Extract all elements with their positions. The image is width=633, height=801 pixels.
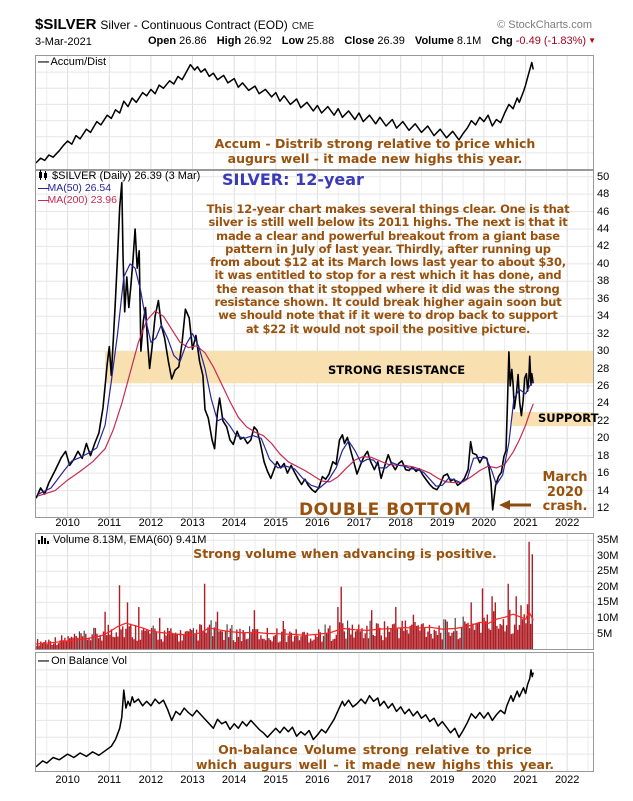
obv-plot [36,653,593,771]
y-axis-tick: 22 [597,414,610,427]
y-axis-tick: 46 [597,205,610,218]
y-axis-tick: 50 [597,170,610,183]
chart-header: $SILVER Silver - Continuous Contract (EOD… [35,16,314,34]
x-axis-year-label: 2010 [55,517,80,529]
volume-plot [36,534,593,649]
open-value: 26.86 [179,35,207,47]
x-axis-year-label: 2011 [97,774,122,786]
y-axis-tick: 32 [597,327,610,340]
high-label: High [216,35,242,47]
x-axis-year-label: 2011 [97,517,122,529]
x-axis-year-label: 2012 [138,774,164,786]
y-axis-tick: 40 [597,257,610,270]
obv-panel [35,652,594,772]
x-axis-year-label: 2016 [305,517,330,529]
x-axis-year-label: 2022 [554,774,580,786]
x-axis-years-bottom: 2010 2011 2012 2013 2014 2015 2016 2017 2018 2019… [36,774,593,787]
y-axis-tick: 25M [597,565,619,578]
x-axis-year-label: 2010 [55,774,80,786]
x-axis-year-label: 2016 [305,774,330,786]
accum-dist-plot [36,56,593,169]
x-axis-year-label: 2021 [513,774,538,786]
y-axis-tick: 38 [597,275,610,288]
chart-date: 3-Mar-2021 [35,36,92,48]
close-label: Close [344,35,375,47]
ticker-symbol: $SILVER [35,16,97,33]
y-axis-tick: 36 [597,292,610,305]
volume-panel [35,533,594,650]
y-axis-tick: 42 [597,240,610,253]
y-axis-tick: 16 [597,467,610,480]
ohlc-quote-bar: Open 26.86 High 26.92 Low 25.88 Close 26.39 … [148,35,596,47]
y-axis-tick: 18 [597,449,610,462]
high-value: 26.92 [244,35,272,47]
y-axis-tick: 24 [597,397,610,410]
stockcharts-copyright-link[interactable]: © StockCharts.com [497,19,592,31]
x-axis-year-label: 2019 [430,517,455,529]
x-axis-year-label: 2013 [180,774,205,786]
x-axis-year-label: 2013 [180,517,205,529]
y-axis-tick: 20 [597,432,610,445]
x-axis-year-label: 2022 [554,517,580,529]
x-axis-year-label: 2020 [471,517,497,529]
y-axis-tick: 44 [597,223,610,235]
x-axis-year-label: 2017 [346,774,372,786]
close-value: 26.39 [377,35,405,47]
volume-value: 8.1M [456,35,482,47]
x-axis-year-label: 2014 [221,774,247,786]
x-axis-year-label: 2012 [138,517,164,529]
chg-down-arrow-icon: ▼ [588,36,596,45]
y-axis-tick: 12 [597,502,610,514]
chg-label: Chg [491,35,513,47]
exchange-label: CME [291,21,315,32]
y-axis-tick: 35M [597,534,619,547]
y-axis-tick: 26 [597,379,610,392]
y-axis-tick: 28 [597,362,610,375]
x-axis-year-label: 2018 [388,774,413,786]
chg-value: -0.49 (-1.83%) [515,35,587,47]
low-value: 25.88 [306,35,335,47]
x-axis-year-label: 2018 [388,517,413,529]
y-axis-tick: 34 [597,310,610,323]
price-panel [35,170,594,518]
y-axis-tick: 48 [597,188,610,201]
y-axis-tick: 10M [597,611,619,624]
y-axis-tick: 20M [597,580,619,593]
volume-label: Volume [414,35,454,47]
open-label: Open [148,35,177,47]
x-axis-year-label: 2019 [430,774,455,786]
price-plot [36,171,593,517]
instrument-name: Silver - Continuous Contract (EOD) [100,18,288,32]
y-axis-tick: 30M [597,549,619,562]
x-axis-year-label: 2015 [263,517,289,529]
y-axis-tick: 15M [597,596,619,609]
x-axis-year-label: 2020 [471,774,497,786]
y-axis-tick: 14 [597,484,610,497]
x-axis-year-label: 2017 [346,517,372,529]
x-axis-years-main: 2010 2011 2012 2013 2014 2015 2016 2017 2018 2019… [36,517,593,530]
x-axis-year-label: 2021 [513,517,538,529]
y-axis-tick: 30 [597,345,610,358]
low-label: Low [281,35,304,47]
y-axis-tick: 5M [597,627,613,640]
accum-dist-panel [35,55,594,170]
x-axis-year-label: 2015 [263,774,289,786]
x-axis-year-label: 2014 [221,517,247,529]
